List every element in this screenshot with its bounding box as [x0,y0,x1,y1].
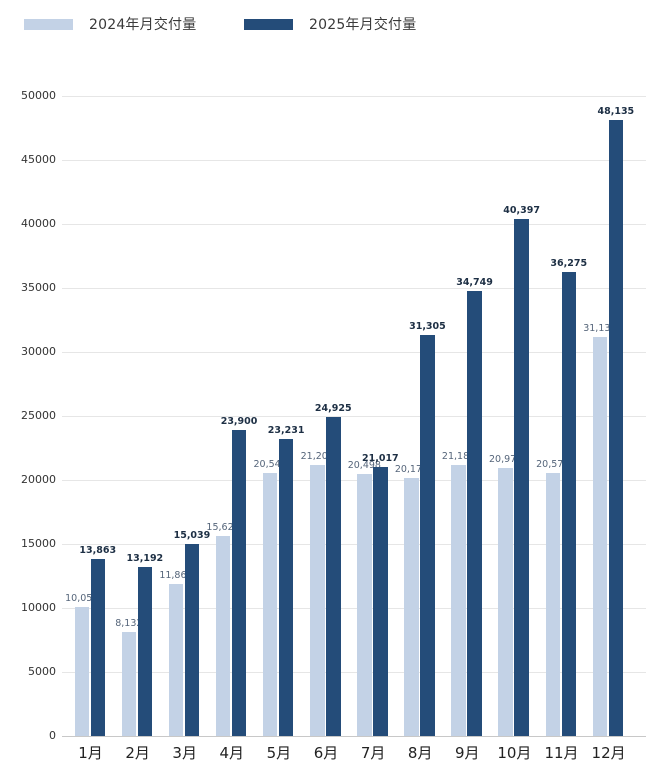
gridline [62,160,646,161]
bar-2025 [184,543,200,736]
bar-2024 [168,584,184,736]
bar-2025 [231,430,247,736]
data-label-2024: 8,132 [115,617,143,629]
data-label-2024: 15,620 [206,522,240,534]
bar-2024 [357,473,372,736]
legend: 2024年月交付量 2025年月交付量 [0,14,652,40]
gridline [62,480,646,481]
gridline [62,288,646,289]
legend-swatch-2025 [244,18,293,30]
gridline [62,416,646,417]
y-tick-label: 10000 [21,601,56,614]
gridline [62,608,646,609]
legend-label-2024: 2024年月交付量 [89,17,197,33]
data-label-2025: 13,863 [79,544,117,556]
y-tick-label: 45000 [21,153,56,166]
y-tick-label: 25000 [21,409,56,422]
bar-2025 [90,558,105,736]
bar-2025 [137,567,153,736]
data-label-2025: 23,231 [267,424,305,436]
gridline [62,352,646,353]
bar-2024 [592,337,608,736]
data-label-2025: 15,039 [173,529,211,541]
data-label-2025: 34,749 [456,277,493,289]
data-label-2025: 48,135 [597,105,635,117]
y-tick-label: 20000 [21,473,56,486]
x-tick-label: 8月 [407,744,433,762]
bar-2024 [498,467,513,736]
y-tick-label: 50000 [21,89,56,102]
data-label-2025: 23,900 [220,416,258,428]
data-label-2025: 24,925 [314,402,352,414]
x-tick-label: 1月 [78,744,103,762]
data-label-2024: 11,866 [159,570,193,582]
bar-2024 [74,607,89,736]
gridline [62,96,646,97]
x-axis-line [62,736,646,737]
y-tick-label: 15000 [21,537,56,550]
y-tick-label: 0 [49,729,56,742]
data-label-2024: 10,055 [65,593,99,605]
y-tick-label: 40000 [21,217,56,230]
data-label-2024: 20,498 [347,459,381,471]
bar-2025 [420,335,435,736]
data-label-2025: 31,305 [409,321,446,333]
x-tick-label: 4月 [219,744,245,762]
gridline [62,224,646,225]
x-tick-label: 11月 [544,744,579,762]
x-tick-label: 9月 [455,744,480,762]
x-tick-label: 5月 [266,744,292,762]
legend-item-2024: 2024年月交付量 [24,14,196,34]
bar-2024 [215,536,231,736]
bar-2024 [262,473,278,736]
x-tick-label: 3月 [172,744,197,762]
x-tick-label: 10月 [497,744,532,762]
bar-2024 [121,631,137,736]
y-tick-label: 35000 [21,281,56,294]
bar-2024 [404,477,419,736]
bar-2025 [514,218,529,736]
legend-item-2025: 2025年月交付量 [244,14,416,34]
bar-2025 [278,438,294,736]
x-tick-label: 2月 [125,744,150,762]
data-label-2025: 21,017 [362,452,399,464]
data-label-2024: 20,575 [536,458,570,470]
data-label-2024: 20,176 [394,463,429,475]
bar-2024 [451,464,466,736]
bar-2025 [561,271,576,736]
data-label-2024: 20,976 [489,453,523,465]
data-label-2025: 13,192 [126,553,164,565]
data-label-2025: 36,275 [550,257,588,269]
y-tick-label: 30000 [21,345,56,358]
y-tick-label: 5000 [28,665,56,678]
bar-2025 [326,416,341,736]
data-label-2024: 20,544 [253,459,287,471]
bar-2024 [545,472,560,736]
bar-2025 [467,291,482,736]
bar-2024 [310,464,325,736]
legend-label-2025: 2025年月交付量 [309,17,417,33]
x-tick-label: 12月 [591,744,626,762]
gridline [62,672,646,673]
bar-2025 [608,119,624,736]
data-label-2025: 40,397 [503,204,540,216]
data-label-2024: 31,138 [583,323,617,335]
legend-swatch-2024 [24,18,73,30]
bar-2025 [373,466,388,736]
x-tick-label: 7月 [360,744,386,762]
data-label-2024: 21,209 [300,450,334,462]
gridline [62,544,646,545]
x-tick-label: 6月 [313,744,339,762]
data-label-2024: 21,181 [441,450,476,462]
